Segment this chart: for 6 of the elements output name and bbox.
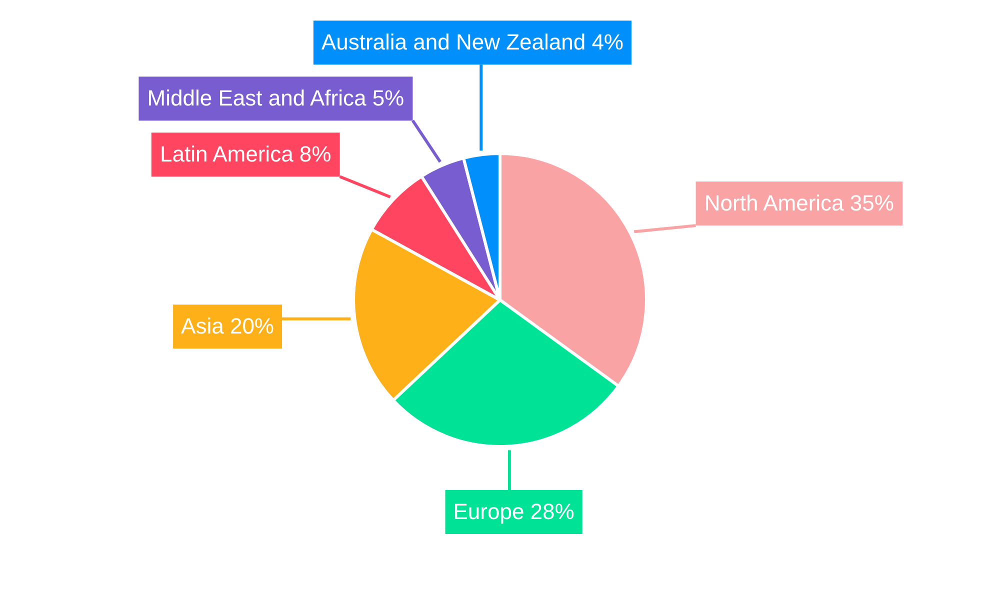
slice-label: Latin America 8% xyxy=(160,142,332,167)
slice-label: North America 35% xyxy=(704,190,894,216)
slice-label: Asia 20% xyxy=(181,314,274,339)
slice-label: Europe 28% xyxy=(453,499,574,524)
slice-label: Middle East and Africa 5% xyxy=(147,86,404,111)
slice-label: Australia and New Zealand 4% xyxy=(321,30,624,55)
